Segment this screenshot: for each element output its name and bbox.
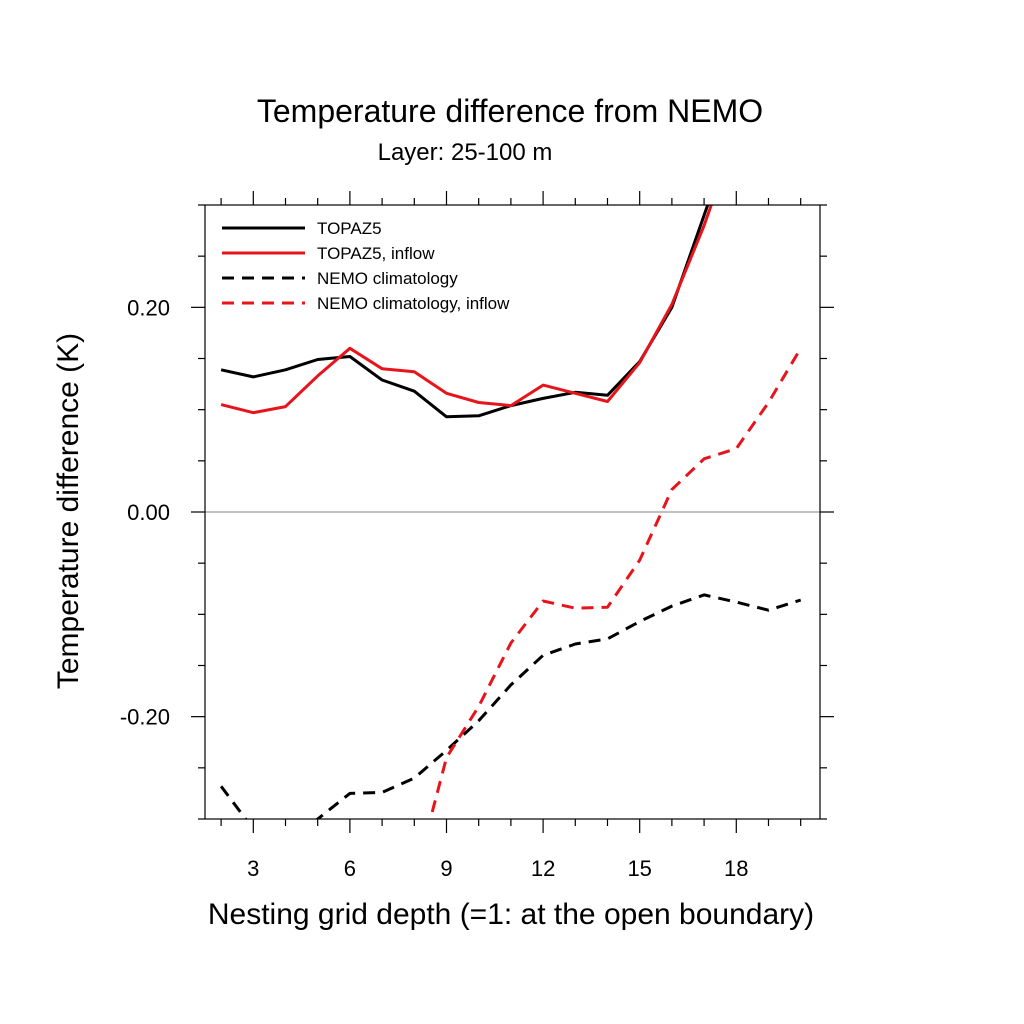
legend-label: TOPAZ5, inflow (317, 244, 435, 263)
x-tick-label: 18 (724, 856, 748, 881)
x-tick-label: 3 (247, 856, 259, 881)
series-layer (219, 205, 802, 819)
series-line-1 (220, 205, 710, 419)
chart-subtitle: Layer: 25-100 m (378, 139, 553, 166)
legend-label: NEMO climatology (317, 269, 458, 288)
ticks-layer: 3 6 9 12 15 18 -0.20 0.00 0.20 (120, 191, 834, 881)
x-tick-label: 15 (627, 856, 651, 881)
chart-title: Temperature difference from NEMO (257, 93, 763, 129)
legend-label: NEMO climatology, inflow (317, 294, 510, 313)
series-line-2 (220, 205, 713, 415)
x-tick-label: 12 (531, 856, 555, 881)
plot-frame (204, 204, 821, 820)
legend-label: TOPAZ5 (317, 219, 382, 238)
x-axis-label: Nesting grid depth (=1: at the open boun… (208, 898, 814, 931)
legend: TOPAZ5 TOPAZ5, inflow NEMO climatology NEMO… (222, 219, 510, 313)
x-tick-label: 9 (440, 856, 452, 881)
series-line-3 (219, 593, 802, 819)
y-tick-label: 0.00 (127, 500, 170, 525)
y-axis-label: Temperature difference (K) (52, 333, 85, 689)
series-line-4 (428, 347, 802, 819)
y-tick-label: 0.20 (127, 295, 170, 320)
x-tick-label: 6 (344, 856, 356, 881)
y-tick-label: -0.20 (120, 705, 170, 730)
